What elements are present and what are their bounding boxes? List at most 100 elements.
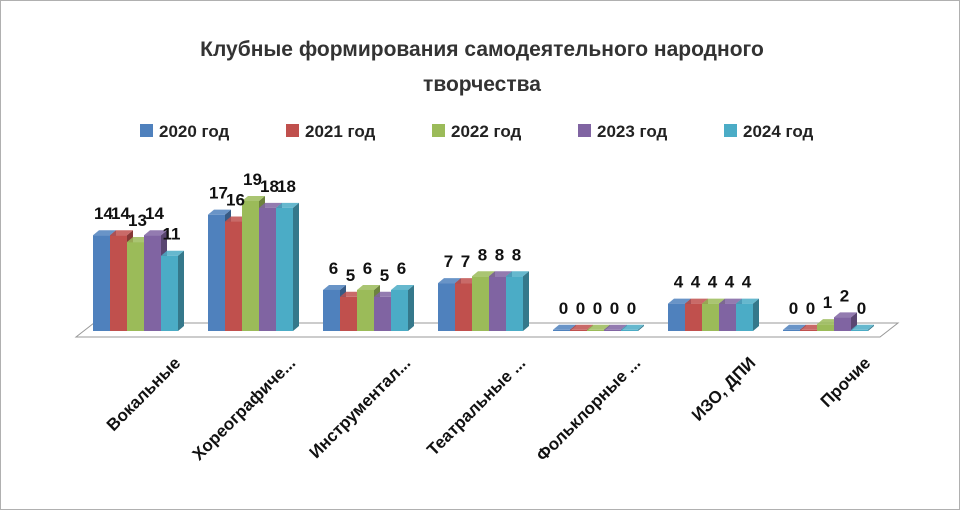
bar (736, 298, 759, 331)
data-label: 4 (674, 273, 684, 292)
bar-side (523, 271, 529, 331)
bar-top (242, 196, 265, 201)
category-labels: Вокальные Хореографиче... Инструментал... Т… (103, 353, 874, 465)
data-label: 0 (627, 299, 636, 318)
data-label: 14 (94, 204, 113, 223)
bar-front (472, 276, 489, 331)
category-label: Театральные ... (423, 353, 529, 459)
data-label: 7 (461, 252, 470, 271)
bar-top (438, 278, 461, 284)
bar-top (208, 209, 231, 215)
bar (621, 324, 644, 331)
data-label: 18 (277, 177, 296, 196)
bar-top (357, 284, 380, 290)
data-label: 5 (346, 266, 355, 285)
bar-top (736, 298, 759, 304)
bar-front (340, 296, 357, 331)
bar-top (702, 298, 725, 304)
bar-side (178, 250, 184, 331)
bar-front (127, 242, 144, 331)
data-label: 6 (329, 259, 338, 278)
bar-front (374, 296, 391, 331)
bar (161, 250, 184, 331)
bar (506, 271, 529, 331)
bar-front (242, 201, 259, 331)
category-label: ИЗО, ДПИ (688, 353, 759, 424)
category-label: Инструментал... (306, 353, 415, 462)
bar-side (408, 284, 414, 331)
bar-front (506, 276, 523, 331)
data-label: 14 (111, 204, 130, 223)
bar-front (110, 235, 127, 331)
data-label: 0 (593, 299, 602, 318)
bar-top (834, 312, 857, 318)
legend-label: 2023 год (597, 122, 668, 141)
legend-label: 2021 год (305, 122, 376, 141)
data-label: 4 (708, 273, 718, 292)
data-label: 6 (397, 259, 406, 278)
bar-side (638, 324, 644, 331)
bar-front (719, 303, 736, 331)
bar-front (276, 207, 293, 331)
bar-front (621, 329, 638, 331)
bar-top (276, 202, 299, 208)
legend-label: 2022 год (451, 122, 522, 141)
bar (851, 324, 874, 331)
bar-front (587, 329, 604, 331)
bar-front (357, 289, 374, 331)
data-label: 0 (789, 299, 798, 318)
data-label: 16 (226, 191, 245, 210)
bar-front (259, 207, 276, 331)
legend-swatch (432, 124, 445, 137)
bar-front (736, 303, 753, 331)
data-label: 2 (840, 286, 849, 305)
legend-label: 2020 год (159, 122, 230, 141)
bar-front (834, 317, 851, 331)
data-label: 0 (806, 299, 815, 318)
bar-top (93, 230, 116, 236)
bar-top (489, 271, 512, 277)
legend-swatch (724, 124, 737, 137)
category-label: Вокальные (103, 353, 184, 434)
data-label: 8 (478, 245, 487, 264)
bar-front (817, 324, 834, 331)
bar-front (851, 329, 868, 331)
data-label: 6 (363, 259, 372, 278)
bar-top (144, 230, 167, 236)
data-label: 0 (576, 299, 585, 318)
bar-side (868, 324, 874, 331)
bar-front (161, 255, 178, 331)
data-label: 19 (243, 170, 262, 189)
bar-top (161, 250, 184, 256)
legend-label: 2024 год (743, 122, 814, 141)
bar-front (604, 329, 621, 331)
bar-top (621, 324, 644, 330)
data-label: 4 (691, 273, 701, 292)
data-label: 11 (163, 225, 181, 244)
bar-front (570, 329, 587, 331)
bar-top (668, 298, 691, 304)
bar (276, 202, 299, 331)
bar-front (455, 283, 472, 331)
bar-top (110, 230, 133, 236)
chart-title-line-1: Клубные формирования самодеятельного нар… (200, 38, 764, 61)
bar-side (293, 202, 299, 331)
data-label: 0 (610, 299, 619, 318)
bar-front (225, 221, 242, 331)
data-label: 0 (559, 299, 568, 318)
category-label: Прочие (817, 353, 875, 411)
bar-front (208, 214, 225, 331)
bar-front (323, 289, 340, 331)
bar-front (668, 303, 685, 331)
bar-top (553, 324, 576, 330)
bar (391, 284, 414, 331)
bar-top (783, 324, 806, 330)
bar-top (259, 202, 282, 208)
data-label: 7 (444, 252, 453, 271)
data-label: 1 (823, 293, 832, 312)
bar-front (438, 283, 455, 331)
bar-top (506, 271, 529, 277)
data-label: 17 (209, 184, 228, 203)
